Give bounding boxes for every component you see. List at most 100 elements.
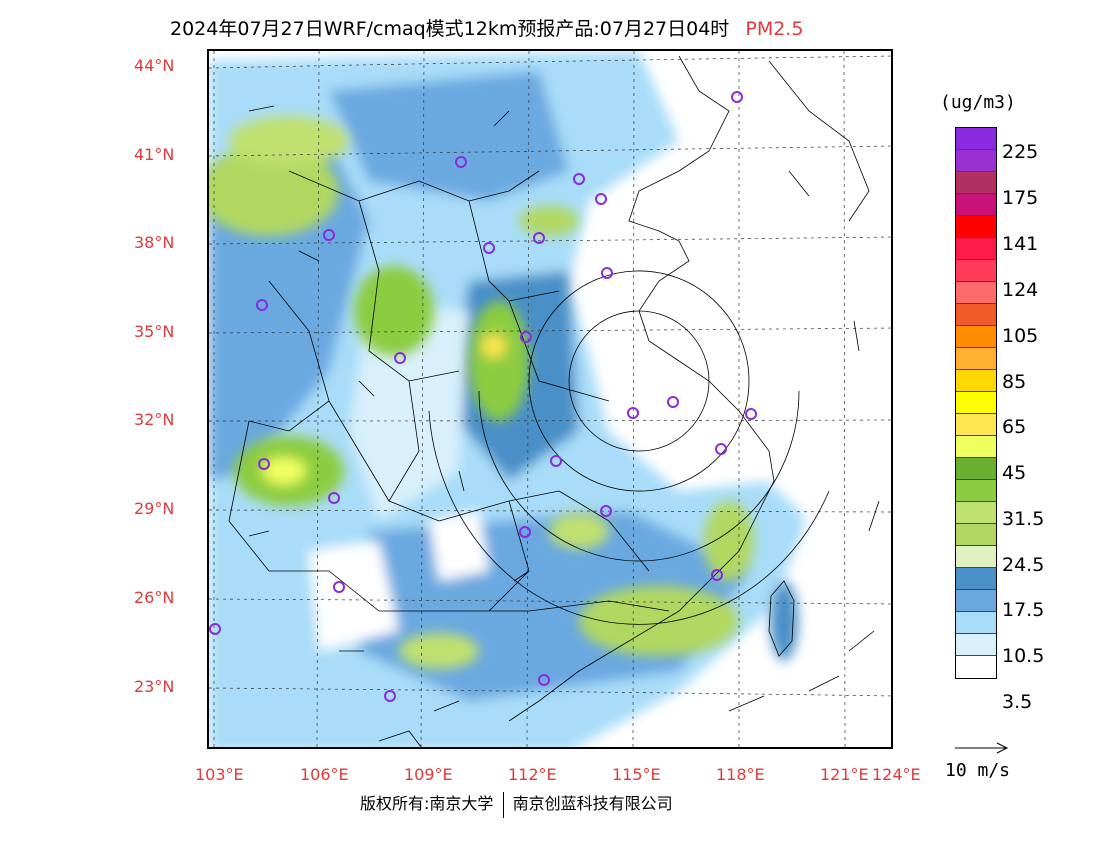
station-marker[interactable] [333,581,345,593]
copyright-footer: 版权所有:南京大学 南京创蓝科技有限公司 [360,790,673,818]
legend-swatch [956,414,996,436]
patch-ordos [229,116,349,166]
patch-henan-core [482,334,506,358]
legend-swatch [956,458,996,480]
province-lines [228,170,670,612]
station-marker[interactable] [595,193,607,205]
legend-label-45: 45 [1002,462,1027,484]
station-marker[interactable] [538,674,550,686]
legend-label-85: 85 [1002,371,1027,393]
wind-vectors [248,105,880,712]
legend-swatch [956,656,996,678]
coastline [508,55,775,722]
station-marker[interactable] [745,408,757,420]
korea-coast [768,60,870,222]
legend-swatch [956,260,996,282]
map-panel[interactable] [207,49,893,749]
lon-label-124: 124°E [872,765,921,784]
legend-swatch [956,634,996,656]
pollutant-label: PM2.5 [745,18,804,40]
legend-unit: (ug/m3) [940,92,1016,113]
station-marker[interactable] [394,352,406,364]
station-marker[interactable] [328,492,340,504]
legend-label-24-5: 24.5 [1002,554,1045,576]
legend-label-225: 225 [1002,141,1039,163]
patch-guangdong [579,586,739,656]
elevated-pm-patches [209,116,798,669]
station-marker[interactable] [627,407,639,419]
station-marker[interactable] [550,455,562,467]
legend-swatch [956,590,996,612]
pm25-field [209,51,891,747]
legend-swatch [956,524,996,546]
clean-region-east [579,221,891,747]
station-marker[interactable] [384,690,396,702]
lon-label-112: 112°E [508,765,557,784]
legend-swatch [956,348,996,370]
legend-swatch [956,568,996,590]
legend-swatch [956,370,996,392]
copyright-company: 南京创蓝科技有限公司 [512,794,673,813]
legend-swatch [956,194,996,216]
legend-swatch [956,502,996,524]
lat-label-32: 32°N [134,410,175,429]
station-marker[interactable] [209,623,221,635]
station-marker[interactable] [533,232,545,244]
station-marker[interactable] [715,443,727,455]
boundaries [228,55,870,747]
monitoring-stations [209,91,757,702]
patch-inner-mongolia [209,146,339,236]
legend-swatch [956,612,996,634]
legend-label-31-5: 31.5 [1002,508,1045,530]
station-marker[interactable] [600,505,612,517]
clean-patch-south [309,541,399,651]
station-marker[interactable] [323,229,335,241]
station-marker[interactable] [667,396,679,408]
legend-label-141: 141 [1002,233,1039,255]
legend-swatch [956,172,996,194]
station-marker[interactable] [256,299,268,311]
station-marker[interactable] [258,458,270,470]
legend-swatch [956,480,996,502]
legend-swatch [956,546,996,568]
lat-label-44: 44°N [134,56,175,75]
lon-label-121: 121°E [820,765,869,784]
legend-label-175: 175 [1002,187,1039,209]
lon-label-115: 115°E [612,765,661,784]
title-text: 2024年07月27日WRF/cmaq模式12km预报产品:07月27日04时 [170,18,730,40]
legend-swatch [956,128,996,150]
wind-scale-arrow [955,742,1009,754]
lon-label-109: 109°E [404,765,453,784]
taiwan-outline [768,580,795,657]
legend-swatch [956,392,996,414]
station-marker[interactable] [519,526,531,538]
station-marker[interactable] [455,156,467,168]
station-marker[interactable] [483,242,495,254]
lat-label-35: 35°N [134,322,175,341]
mid-pm-region-north [329,71,569,201]
lat-label-29: 29°N [134,499,175,518]
legend-swatch [956,216,996,238]
color-legend [955,127,997,679]
patch-fujian [704,501,754,581]
station-marker[interactable] [711,569,723,581]
legend-label-3-5: 3.5 [1002,691,1033,713]
legend-swatch [956,436,996,458]
patch-guangxi [399,633,479,669]
station-marker[interactable] [573,173,585,185]
footer-separator [502,791,504,818]
patch-henan [469,301,529,421]
patch-shaanxi [354,266,434,356]
legend-label-124: 124 [1002,279,1039,301]
patch-sichuan-core [262,457,306,485]
legend-label-105: 105 [1002,325,1039,347]
station-marker[interactable] [731,91,743,103]
station-marker[interactable] [601,267,613,279]
station-marker[interactable] [520,331,532,343]
copyright-owner: 版权所有:南京大学 [360,794,494,813]
legend-swatch [956,282,996,304]
legend-label-17-5: 17.5 [1002,599,1045,621]
hainan-coast [378,730,422,747]
lat-label-41: 41°N [134,145,175,164]
patch-hunan [549,513,609,549]
